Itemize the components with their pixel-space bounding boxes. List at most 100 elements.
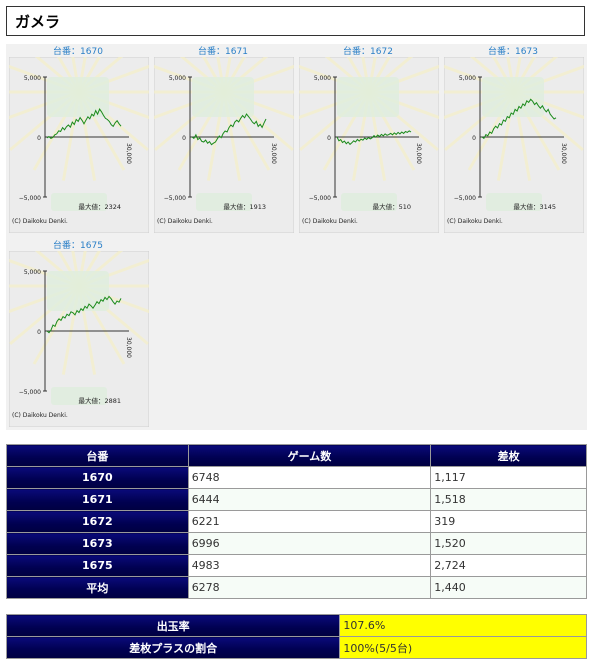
- y-top-label: 5,000: [24, 75, 41, 82]
- table-row: 1672 6221 319: [6, 510, 587, 533]
- slump-graph-1673[interactable]: 5,000 0 −5,000 30,000 最大値：3145 (C) Daikoku De…: [444, 57, 584, 233]
- slump-line: [481, 98, 557, 140]
- table-row-average: 平均 6278 1,440: [6, 576, 587, 599]
- coin-diff: 1,440: [430, 576, 587, 599]
- table-row: 1670 6748 1,117: [6, 466, 587, 489]
- machine-link-1672[interactable]: 台番：1672: [343, 47, 393, 57]
- y-bottom-label: −5,000: [164, 195, 186, 202]
- machine-table: 台番 ゲーム数 差枚 1670 6748 1,117 1671 6444 1,5…: [6, 444, 587, 599]
- page-title-box: ガメラ: [6, 6, 585, 36]
- watermark-logo-bottom: [341, 193, 397, 211]
- coin-diff: 2,724: [430, 554, 587, 577]
- watermark-logo-bottom: [51, 387, 107, 405]
- y-bottom-label: −5,000: [19, 389, 41, 396]
- graph-cell: 台番：1672 5,000 0 −5,000 30,000 最大値：510 (C) Dai…: [298, 44, 439, 234]
- copyright-text: (C) Daikoku Denki.: [157, 218, 213, 225]
- max-value-label: 最大値：510: [373, 202, 411, 211]
- col-header-machine: 台番: [6, 444, 189, 467]
- payout-label: 出玉率: [5, 614, 341, 637]
- zero-label: 0: [327, 135, 331, 142]
- x-axis-label: 30,000: [125, 337, 132, 358]
- y-bottom-label: −5,000: [454, 195, 476, 202]
- game-count: 6996: [187, 532, 432, 555]
- graph-svg: 5,000 0 −5,000 30,000 最大値：2324 (C) Daikoku De…: [9, 57, 149, 233]
- coin-diff: 319: [430, 510, 587, 533]
- machine-link-1675[interactable]: 台番：1675: [53, 241, 103, 251]
- zero-label: 0: [37, 135, 41, 142]
- max-value-label: 最大値：2324: [78, 202, 121, 211]
- copyright-text: (C) Daikoku Denki.: [302, 218, 358, 225]
- graph-cell: 台番：1670 5,000 0 −5,000 30,000 最大値：2324 (C) Da…: [8, 44, 149, 234]
- machine-number: 1675: [6, 554, 189, 577]
- y-top-label: 5,000: [169, 75, 186, 82]
- watermark-logo: [47, 77, 109, 117]
- slump-graph-1672[interactable]: 5,000 0 −5,000 30,000 最大値：510 (C) Daikoku Den…: [299, 57, 439, 233]
- max-value-label: 最大値：1913: [223, 202, 266, 211]
- machine-number: 平均: [6, 576, 189, 599]
- machine-number: 1672: [6, 510, 189, 533]
- table-header-row: 台番 ゲーム数 差枚: [6, 444, 587, 467]
- graph-cell: 台番：1673 5,000 0 −5,000 30,000 最大値：3145 (C) Da…: [443, 44, 584, 234]
- y-top-label: 5,000: [459, 75, 476, 82]
- watermark-logo: [47, 271, 109, 311]
- slump-line: [336, 130, 412, 146]
- game-count: 4983: [187, 554, 432, 577]
- x-axis-label: 30,000: [125, 143, 132, 164]
- page-title: ガメラ: [15, 13, 61, 31]
- copyright-text: (C) Daikoku Denki.: [447, 218, 503, 225]
- zero-label: 0: [182, 135, 186, 142]
- machine-link-1670[interactable]: 台番：1670: [53, 47, 103, 57]
- watermark-logo: [482, 77, 544, 117]
- slump-graph-1671[interactable]: 5,000 0 −5,000 30,000 最大値：1913 (C) Daikoku De…: [154, 57, 294, 233]
- machine-number: 1670: [6, 466, 189, 489]
- max-value-label: 最大値：2881: [78, 396, 121, 405]
- table-row: 1675 4983 2,724: [6, 554, 587, 577]
- zero-label: 0: [37, 329, 41, 336]
- machine-number: 1671: [6, 488, 189, 511]
- game-count: 6221: [187, 510, 432, 533]
- graph-svg: 5,000 0 −5,000 30,000 最大値：510 (C) Daikoku Den…: [299, 57, 439, 233]
- watermark-logo-bottom: [51, 193, 107, 211]
- x-axis-label: 30,000: [560, 143, 567, 164]
- copyright-text: (C) Daikoku Denki.: [12, 218, 68, 225]
- graph-cell: 台番：1675 5,000 0 −5,000 30,000 最大値：2881 (C) Da…: [8, 238, 149, 428]
- y-bottom-label: −5,000: [309, 195, 331, 202]
- zero-label: 0: [472, 135, 476, 142]
- copyright-text: (C) Daikoku Denki.: [12, 412, 68, 419]
- graph-svg: 5,000 0 −5,000 30,000 最大値：2881 (C) Daikoku De…: [9, 251, 149, 427]
- y-top-label: 5,000: [314, 75, 331, 82]
- y-bottom-label: −5,000: [19, 195, 41, 202]
- col-header-games: ゲーム数: [187, 444, 432, 467]
- watermark-logo: [192, 77, 254, 117]
- machine-link-1673[interactable]: 台番：1673: [488, 47, 538, 57]
- coin-diff: 1,518: [430, 488, 587, 511]
- summary-row: 差枚プラスの割合 100%(5/5台): [5, 636, 587, 659]
- slump-line: [46, 108, 122, 139]
- summary-row: 出玉率 107.6%: [5, 614, 587, 637]
- watermark-logo: [337, 77, 399, 117]
- graph-svg: 5,000 0 −5,000 30,000 最大値：1913 (C) Daikoku De…: [154, 57, 294, 233]
- machine-number: 1673: [6, 532, 189, 555]
- watermark-logo-bottom: [486, 193, 542, 211]
- coin-diff: 1,520: [430, 532, 587, 555]
- summary-table: 出玉率 107.6% 差枚プラスの割合 100%(5/5台): [5, 614, 587, 659]
- max-value-label: 最大値：3145: [513, 202, 556, 211]
- x-axis-label: 30,000: [415, 143, 422, 164]
- plus-ratio-value: 100%(5/5台): [339, 636, 587, 659]
- graph-cell: 台番：1671 5,000 0 −5,000 30,000 最大値：1913 (C) Da…: [153, 44, 294, 234]
- plus-ratio-label: 差枚プラスの割合: [5, 636, 341, 659]
- table-row: 1671 6444 1,518: [6, 488, 587, 511]
- machine-link-1671[interactable]: 台番：1671: [198, 47, 248, 57]
- col-header-diff: 差枚: [430, 444, 587, 467]
- payout-value: 107.6%: [339, 614, 587, 637]
- graph-svg: 5,000 0 −5,000 30,000 最大値：3145 (C) Daikoku De…: [444, 57, 584, 233]
- table-row: 1673 6996 1,520: [6, 532, 587, 555]
- graph-grid: 台番：1670 5,000 0 −5,000 30,000 最大値：2324 (C) Da…: [6, 44, 587, 430]
- watermark-logo-bottom: [196, 193, 252, 211]
- slump-line: [191, 113, 267, 146]
- game-count: 6444: [187, 488, 432, 511]
- slump-graph-1675[interactable]: 5,000 0 −5,000 30,000 最大値：2881 (C) Daikoku De…: [9, 251, 149, 427]
- slump-graph-1670[interactable]: 5,000 0 −5,000 30,000 最大値：2324 (C) Daikoku De…: [9, 57, 149, 233]
- x-axis-label: 30,000: [270, 143, 277, 164]
- y-top-label: 5,000: [24, 269, 41, 276]
